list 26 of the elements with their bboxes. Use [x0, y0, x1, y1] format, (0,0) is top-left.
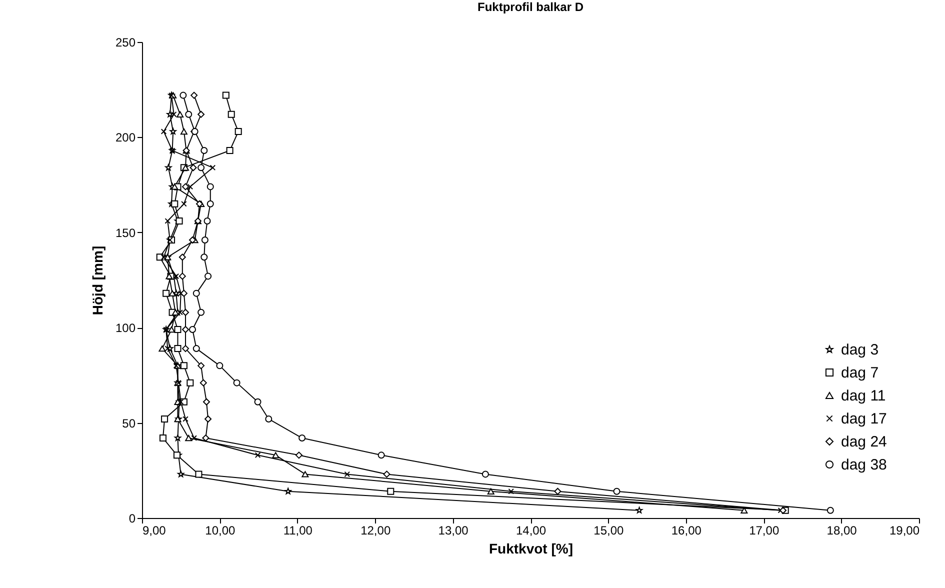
- legend-label: dag 7: [841, 364, 879, 382]
- x-tick-label: 18,00: [826, 524, 858, 538]
- x-tick-label: 12,00: [360, 524, 391, 538]
- chart-title: Fuktprofil balkar D: [477, 0, 584, 14]
- x-tick-label: 14,00: [516, 524, 546, 538]
- x-tick-label: 19,00: [889, 524, 920, 538]
- x-tick-label: 13,00: [438, 524, 469, 538]
- x-tick-label: 10,00: [205, 524, 236, 538]
- legend-label: dag 38: [841, 456, 887, 474]
- y-tick-label: 50: [122, 416, 136, 430]
- legend-label: dag 24: [841, 434, 887, 450]
- y-tick-label: 150: [115, 226, 136, 240]
- y-tick-label: 200: [115, 130, 136, 145]
- y-tick-label: 0: [128, 512, 136, 526]
- x-axis-title: Fuktkvot [%]: [489, 540, 573, 556]
- x-tick-label: 17,00: [749, 524, 780, 538]
- legend-label: dag 3: [841, 342, 879, 358]
- x-tick-label: 9,00: [142, 524, 166, 538]
- legend-label: dag 17: [841, 410, 887, 428]
- y-tick-label: 100: [115, 321, 136, 336]
- x-tick-label: 16,00: [671, 524, 702, 538]
- y-tick-label: 250: [115, 36, 136, 50]
- y-axis-title: Höjd [mm]: [89, 246, 106, 316]
- x-tick-label: 15,00: [594, 524, 624, 538]
- x-tick-label: 11,00: [283, 524, 313, 538]
- legend-label: dag 11: [841, 388, 886, 404]
